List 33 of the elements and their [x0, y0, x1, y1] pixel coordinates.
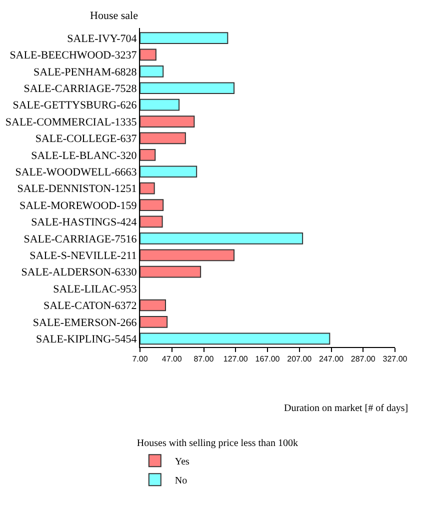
x-tick-label: 247.00 — [319, 354, 344, 364]
x-tick-label: 167.00 — [255, 354, 280, 364]
y-tick-label: SALE-IVY-704 — [67, 32, 138, 45]
legend-label: Yes — [174, 456, 190, 468]
legend-label: No — [174, 476, 188, 487]
y-tick-label: SALE-CARRIAGE-7516 — [24, 233, 138, 246]
y-tick-label: SALE-LILAC-953 — [53, 283, 138, 296]
y-tick-label: SALE-CATON-6372 — [44, 300, 137, 312]
y-tick-label: SALE-COMMERCIAL-1335 — [5, 116, 138, 128]
y-tick-label: SALE-WOODWELL-6663 — [15, 166, 138, 178]
x-tick-label: 47.00 — [162, 354, 182, 364]
y-tick-label: SALE-MOREWOOD-159 — [19, 200, 138, 212]
y-tick-label: SALE-BEECHWOOD-3237 — [10, 50, 138, 62]
y-tick-label: SALE-LE-BLANC-320 — [31, 150, 138, 162]
legend-title: Houses with selling price less than 100k — [136, 438, 298, 450]
y-tick-label: SALE-KIPLING-5454 — [36, 334, 138, 346]
y-tick-label: SALE-DENNISTON-1251 — [17, 183, 137, 196]
x-tick-label: 327.00 — [382, 354, 408, 364]
x-tick-label: 7.00 — [132, 354, 148, 364]
x-tick-label: 287.00 — [350, 354, 376, 364]
x-tick-label: 87.00 — [194, 354, 214, 364]
x-axis-title: Duration on market [# of days] — [284, 403, 408, 414]
x-tick-label: 207.00 — [287, 354, 312, 364]
x-tick-label: 127.00 — [223, 354, 248, 364]
y-tick-label: SALE-GETTYSBURG-626 — [12, 100, 138, 112]
y-tick-label: SALE-S-NEVILLE-211 — [30, 250, 137, 262]
y-axis-title: House sale — [90, 10, 138, 22]
y-tick-label: SALE-EMERSON-266 — [32, 316, 138, 329]
y-tick-label: SALE-ALDERSON-6330 — [21, 266, 138, 279]
y-tick-label: SALE-PENHAM-6828 — [34, 66, 138, 78]
y-tick-label: SALE-CARRIAGE-7528 — [24, 82, 138, 95]
y-tick-label: SALE-COLLEGE-637 — [35, 133, 138, 146]
y-tick-label: SALE-HASTINGS-424 — [31, 216, 138, 229]
